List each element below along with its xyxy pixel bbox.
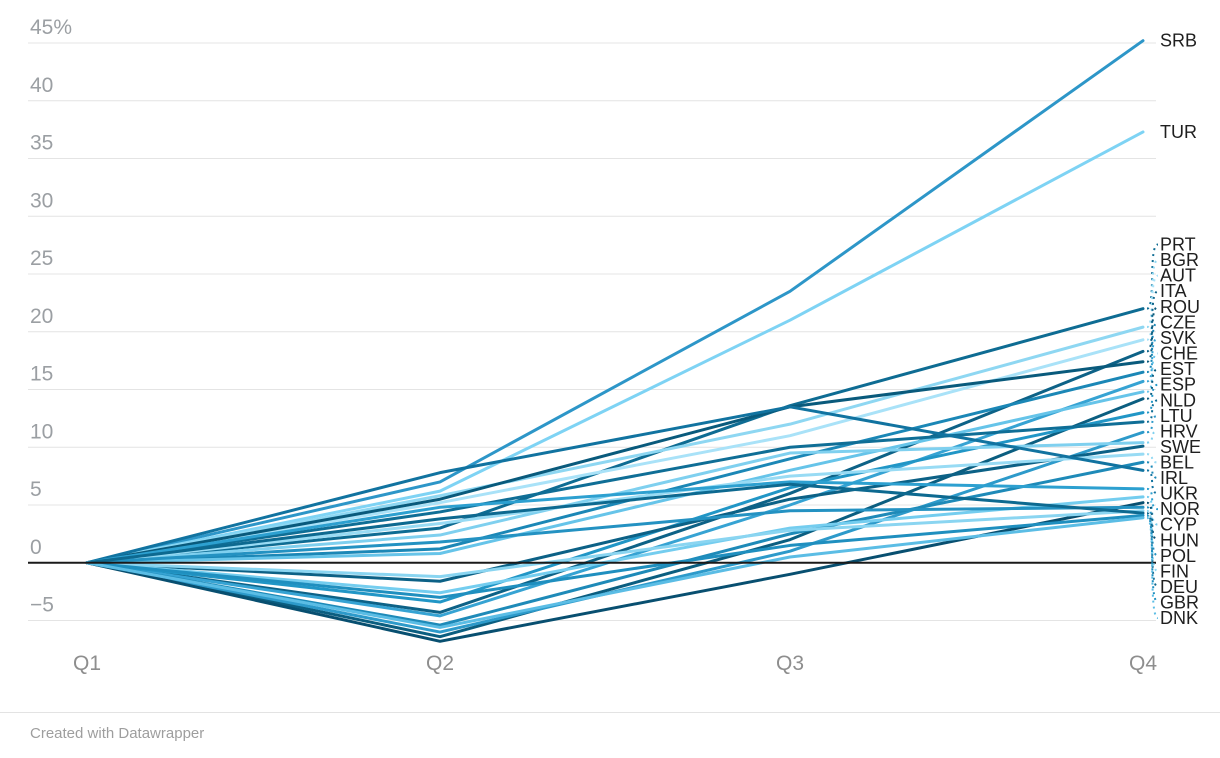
series-label-UKR[interactable]: UKR (1160, 484, 1198, 504)
label-connector-NOR (1146, 487, 1159, 511)
line-ITA[interactable] (85, 349, 1145, 614)
line-FIN[interactable] (85, 509, 1145, 579)
series-label-HRV[interactable]: HRV (1160, 421, 1198, 441)
line-ROU[interactable] (85, 360, 1145, 565)
label-connector-LTU (1146, 414, 1159, 434)
line-BEL[interactable] (85, 452, 1145, 565)
y-axis-tick-label: 20 (30, 305, 53, 328)
line-GBR[interactable] (85, 513, 1145, 599)
y-axis-tick-label: 15 (30, 363, 53, 386)
y-axis-tick-label: 30 (30, 189, 53, 212)
line-TUR[interactable] (85, 130, 1145, 565)
series-label-DEU[interactable]: DEU (1160, 577, 1198, 597)
series-label-CYP[interactable]: CYP (1160, 515, 1197, 535)
series-label-SRB[interactable]: SRB (1160, 31, 1197, 51)
series-label-CZE[interactable]: CZE (1160, 312, 1196, 332)
line-NOR[interactable] (85, 480, 1145, 565)
x-axis-tick-label: Q2 (426, 652, 454, 675)
series-label-ITA[interactable]: ITA (1160, 281, 1187, 301)
label-connector-UKR (1146, 469, 1159, 495)
x-axis-tick-label: Q1 (73, 652, 101, 675)
y-axis-tick-label: −5 (30, 594, 54, 617)
label-connector-BGR (1146, 259, 1159, 329)
label-connector-ESP (1146, 383, 1159, 414)
series-label-FIN[interactable]: FIN (1160, 561, 1189, 581)
line-UKR[interactable] (85, 405, 1145, 565)
series-label-HUN[interactable]: HUN (1160, 530, 1199, 550)
label-connector-NLD (1146, 399, 1159, 423)
series-label-GBR[interactable]: GBR (1160, 592, 1199, 612)
label-connector-CYP (1146, 495, 1159, 526)
line-DNK[interactable] (85, 516, 1145, 629)
series-label-SWE[interactable]: SWE (1160, 437, 1201, 457)
label-connector-DEU (1146, 512, 1159, 588)
chart-canvas: 45% 40 35 30 25 20 15 10 5 0 −5 SRB TUR PRTBGRAUTITAR… (28, 16, 1201, 675)
label-connector-POL (1146, 506, 1159, 557)
label-connector-ROU (1146, 305, 1159, 363)
line-PRT[interactable] (85, 307, 1145, 565)
series-label-BGR[interactable]: BGR (1160, 250, 1199, 270)
series-label-SVK[interactable]: SVK (1160, 328, 1196, 348)
series-label-CHE[interactable]: CHE (1160, 344, 1198, 364)
y-axis-tick-label: 10 (30, 420, 53, 443)
label-connector-EST (1146, 368, 1159, 400)
series-label-ROU[interactable]: ROU (1160, 297, 1200, 317)
label-connector-BEL (1146, 453, 1159, 464)
series-label-EST[interactable]: EST (1160, 359, 1195, 379)
line-DEU[interactable] (85, 482, 1145, 565)
y-axis-tick-label: 25 (30, 247, 53, 270)
line-SWE[interactable] (85, 444, 1145, 583)
y-axis-tick-label: 35 (30, 132, 53, 155)
series-label-LTU[interactable]: LTU (1160, 406, 1193, 426)
line-SRB[interactable] (85, 39, 1145, 565)
line-CYP[interactable] (85, 495, 1145, 595)
line-ESP[interactable] (85, 411, 1145, 604)
series-label-DNK[interactable]: DNK (1160, 608, 1198, 628)
line-POL[interactable] (85, 505, 1145, 565)
line-BGR[interactable] (85, 325, 1145, 565)
series-label-POL[interactable]: POL (1160, 546, 1196, 566)
series-label-BEL[interactable]: BEL (1160, 453, 1194, 473)
label-connector-GBR (1146, 514, 1159, 604)
x-axis-tick-label: Q4 (1129, 652, 1157, 675)
y-axis-tick-label: 5 (30, 478, 42, 501)
line-EST[interactable] (85, 397, 1145, 639)
line-NLD[interactable] (85, 420, 1145, 565)
series-label-AUT[interactable]: AUT (1160, 266, 1196, 286)
label-connector-IRL (1146, 461, 1159, 480)
label-connector-ITA (1146, 290, 1159, 353)
y-axis-tick-label: 45% (30, 16, 72, 39)
series-label-ESP[interactable]: ESP (1160, 375, 1196, 395)
y-axis-tick-label: 40 (30, 74, 53, 97)
line-CHE[interactable] (85, 390, 1145, 565)
series-label-TUR[interactable]: TUR (1160, 122, 1197, 142)
datawrapper-credit-link[interactable]: Created with Datawrapper (30, 725, 205, 742)
y-axis-tick-label: 0 (30, 536, 42, 559)
series-label-NLD[interactable]: NLD (1160, 390, 1196, 410)
series-label-NOR[interactable]: NOR (1160, 499, 1200, 519)
x-axis-tick-label: Q3 (776, 652, 804, 675)
line-AUT[interactable] (85, 338, 1145, 565)
label-connector-HRV (1146, 430, 1159, 444)
series-label-PRT[interactable]: PRT (1160, 234, 1196, 254)
chart-footer: Created with Datawrapper (0, 712, 1220, 743)
line-CZE[interactable] (85, 370, 1145, 565)
series-label-IRL[interactable]: IRL (1160, 468, 1188, 488)
